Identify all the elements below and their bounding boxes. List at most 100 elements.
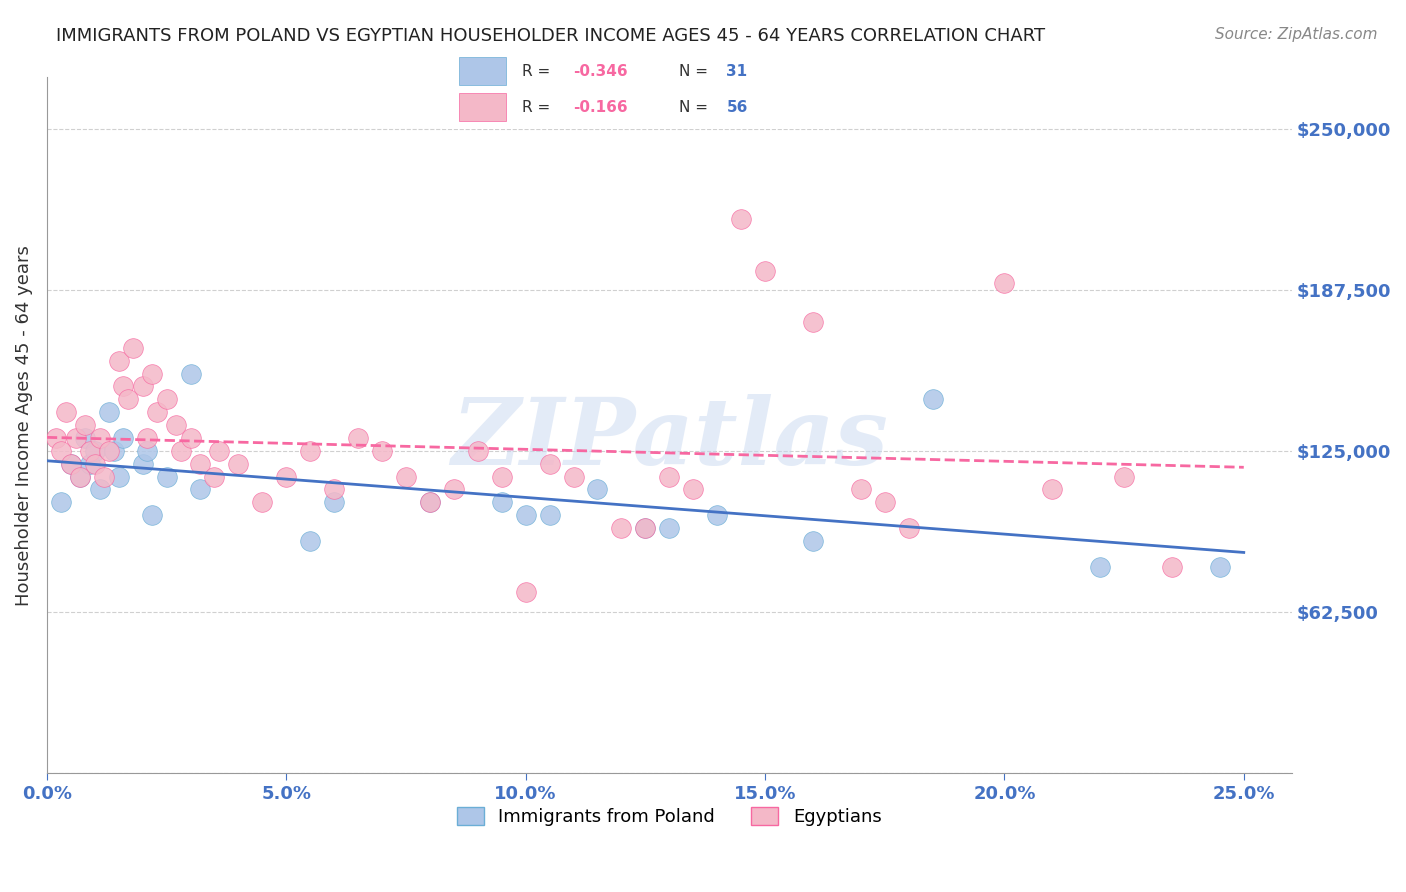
Point <box>188 483 211 497</box>
Point <box>658 469 681 483</box>
Point <box>1209 559 1232 574</box>
Point <box>610 521 633 535</box>
Point <box>103 443 125 458</box>
Point <box>83 457 105 471</box>
Point <box>1112 469 1135 483</box>
Point <box>634 521 657 535</box>
Point <box>122 341 145 355</box>
Point <box>170 443 193 458</box>
Point <box>754 263 776 277</box>
Point <box>873 495 896 509</box>
Point <box>79 443 101 458</box>
Point <box>586 483 609 497</box>
Point <box>208 443 231 458</box>
Point <box>188 457 211 471</box>
Point <box>897 521 920 535</box>
Text: N =: N = <box>679 100 713 115</box>
Point <box>69 469 91 483</box>
Point <box>682 483 704 497</box>
Text: R =: R = <box>522 100 555 115</box>
Point <box>323 483 346 497</box>
Text: ZIPatlas: ZIPatlas <box>451 394 887 484</box>
Point <box>75 418 97 433</box>
Text: 31: 31 <box>727 64 748 79</box>
Point <box>419 495 441 509</box>
Point <box>252 495 274 509</box>
Point <box>131 457 153 471</box>
Point <box>299 533 322 548</box>
Point <box>467 443 489 458</box>
Point <box>730 212 752 227</box>
Point <box>1040 483 1063 497</box>
Point <box>538 508 561 523</box>
Point <box>849 483 872 497</box>
Point <box>65 431 87 445</box>
Text: Source: ZipAtlas.com: Source: ZipAtlas.com <box>1215 27 1378 42</box>
Point <box>45 431 67 445</box>
Point <box>515 508 537 523</box>
Point <box>180 367 202 381</box>
Point <box>112 379 135 393</box>
Point <box>98 443 121 458</box>
Point <box>55 405 77 419</box>
Point <box>79 457 101 471</box>
Point <box>276 469 298 483</box>
Point <box>801 315 824 329</box>
FancyBboxPatch shape <box>434 47 845 131</box>
Point <box>347 431 370 445</box>
Point <box>634 521 657 535</box>
Point <box>515 585 537 599</box>
Point <box>801 533 824 548</box>
Point <box>1088 559 1111 574</box>
Point <box>141 508 163 523</box>
Y-axis label: Householder Income Ages 45 - 64 years: Householder Income Ages 45 - 64 years <box>15 244 32 606</box>
Point <box>299 443 322 458</box>
Point <box>146 405 169 419</box>
Point <box>165 418 187 433</box>
Point <box>323 495 346 509</box>
Point <box>1161 559 1184 574</box>
Point <box>562 469 585 483</box>
Point <box>136 431 159 445</box>
Point <box>419 495 441 509</box>
Point <box>921 392 943 407</box>
Text: -0.166: -0.166 <box>572 100 627 115</box>
Point <box>107 469 129 483</box>
Point <box>993 277 1015 291</box>
Point <box>59 457 82 471</box>
Point <box>706 508 728 523</box>
Point <box>51 495 73 509</box>
Bar <box>458 94 506 121</box>
Point <box>136 443 159 458</box>
Point <box>51 443 73 458</box>
Point <box>107 353 129 368</box>
Text: 56: 56 <box>727 100 748 115</box>
Point <box>89 431 111 445</box>
Point <box>98 405 121 419</box>
Text: IMMIGRANTS FROM POLAND VS EGYPTIAN HOUSEHOLDER INCOME AGES 45 - 64 YEARS CORRELA: IMMIGRANTS FROM POLAND VS EGYPTIAN HOUSE… <box>56 27 1046 45</box>
Point <box>538 457 561 471</box>
Text: R =: R = <box>522 64 555 79</box>
Point <box>658 521 681 535</box>
Bar <box>458 57 506 86</box>
Point <box>395 469 418 483</box>
Point <box>155 392 177 407</box>
Text: -0.346: -0.346 <box>572 64 627 79</box>
Point <box>204 469 226 483</box>
Point <box>491 469 513 483</box>
Legend: Immigrants from Poland, Egyptians: Immigrants from Poland, Egyptians <box>450 799 889 833</box>
Point <box>371 443 394 458</box>
Point <box>89 483 111 497</box>
Text: N =: N = <box>679 64 713 79</box>
Point <box>180 431 202 445</box>
Point <box>131 379 153 393</box>
Point <box>83 443 105 458</box>
Point <box>228 457 250 471</box>
Point <box>491 495 513 509</box>
Point <box>75 431 97 445</box>
Point <box>443 483 465 497</box>
Point <box>141 367 163 381</box>
Point <box>93 469 115 483</box>
Point <box>112 431 135 445</box>
Point <box>117 392 139 407</box>
